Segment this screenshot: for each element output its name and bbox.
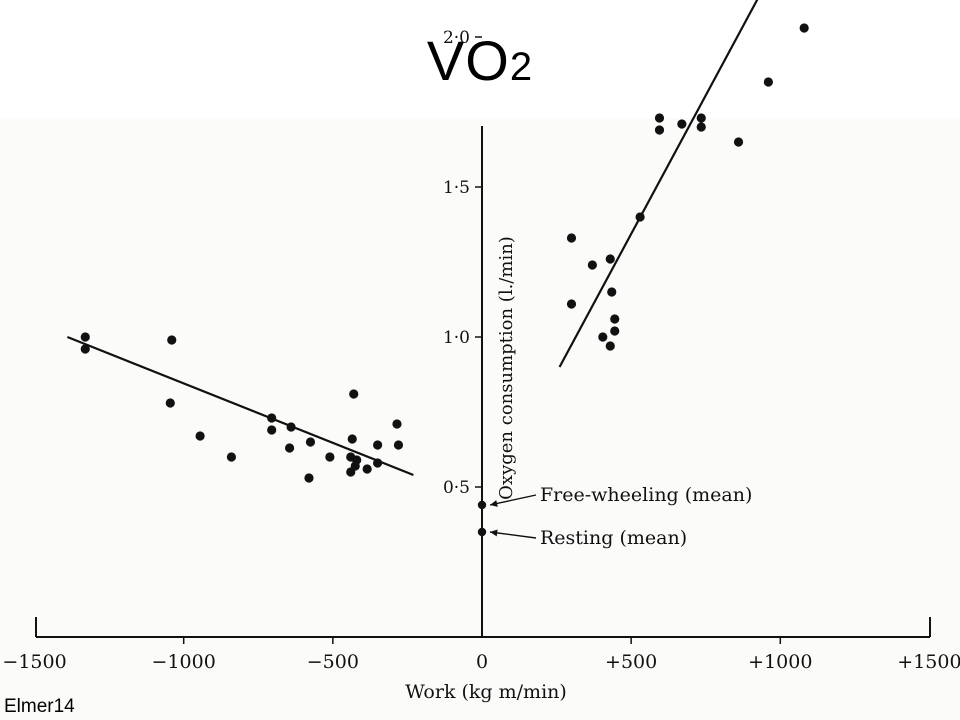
data-point [610, 314, 620, 324]
x-tick-label: −1500 [2, 651, 66, 673]
reference-label: Free-wheeling (mean) [540, 484, 752, 506]
data-points [80, 23, 809, 483]
data-point [733, 137, 744, 147]
reference-point [477, 527, 487, 537]
data-point [605, 341, 615, 351]
data-point [799, 23, 809, 33]
data-point [607, 287, 617, 297]
arrow-head [490, 529, 498, 537]
fit-lines [66, 0, 759, 477]
data-point [696, 113, 706, 123]
fit-line [558, 0, 759, 368]
y-tick-label: 0·5 [443, 478, 470, 498]
data-point [677, 119, 687, 129]
slide-title: VO2 [0, 28, 960, 93]
data-point [605, 254, 615, 264]
data-point [325, 452, 335, 462]
data-point [349, 389, 359, 399]
title-main: VO [426, 29, 510, 92]
data-point [696, 122, 706, 132]
reference-points: Free-wheeling (mean) Resting (mean) [477, 484, 752, 549]
x-tick-label: −500 [307, 651, 359, 673]
plot-background [0, 118, 960, 720]
data-point [165, 398, 175, 408]
x-tick-label: +1000 [748, 651, 812, 673]
reference-label: Resting (mean) [540, 527, 687, 549]
data-point [167, 335, 177, 345]
data-point [304, 473, 314, 483]
axes: −1500 −1000 −500 0 +500 +1000 +1500 0·5 1·0 1·5 2·… [2, 28, 960, 673]
arrow-head [490, 500, 498, 507]
x-tick-label: +500 [605, 651, 657, 673]
data-point [372, 458, 383, 468]
data-point [80, 332, 90, 342]
data-point [267, 413, 277, 423]
data-point [267, 425, 277, 435]
data-point [286, 422, 296, 432]
x-tick-label: 0 [476, 651, 488, 673]
data-point [352, 455, 362, 465]
reference-point [477, 500, 487, 510]
data-point [610, 326, 620, 336]
data-point [587, 260, 597, 270]
data-point [392, 419, 402, 429]
reference-arrow [489, 531, 537, 539]
data-point [566, 299, 577, 309]
x-tick-label: +1500 [897, 651, 960, 673]
data-point [654, 113, 665, 123]
data-point [566, 233, 577, 243]
data-point [80, 344, 90, 354]
x-axis-label: Work (kg m/min) [405, 681, 567, 703]
data-point [372, 440, 383, 450]
image-credit: Elmer14 [4, 696, 75, 717]
data-point [763, 77, 773, 87]
x-tick-label: −1000 [152, 651, 216, 673]
data-point [284, 443, 295, 453]
y-tick-label: 1·5 [443, 178, 470, 198]
data-point [305, 437, 316, 447]
reference-arrow [489, 494, 537, 506]
data-point [393, 440, 404, 450]
y-axis-label: Oxygen consumption (l./min) [496, 236, 517, 500]
y-tick-label: 2·0 [443, 28, 470, 48]
data-point [598, 332, 608, 342]
data-point [195, 431, 205, 441]
y-tick-label: 1·0 [443, 328, 470, 348]
data-point [635, 212, 645, 222]
title-subscript: 2 [509, 45, 534, 89]
data-point [347, 434, 357, 444]
fit-line [66, 335, 414, 477]
data-point [654, 125, 665, 135]
data-point [226, 452, 237, 462]
data-point [362, 464, 372, 474]
